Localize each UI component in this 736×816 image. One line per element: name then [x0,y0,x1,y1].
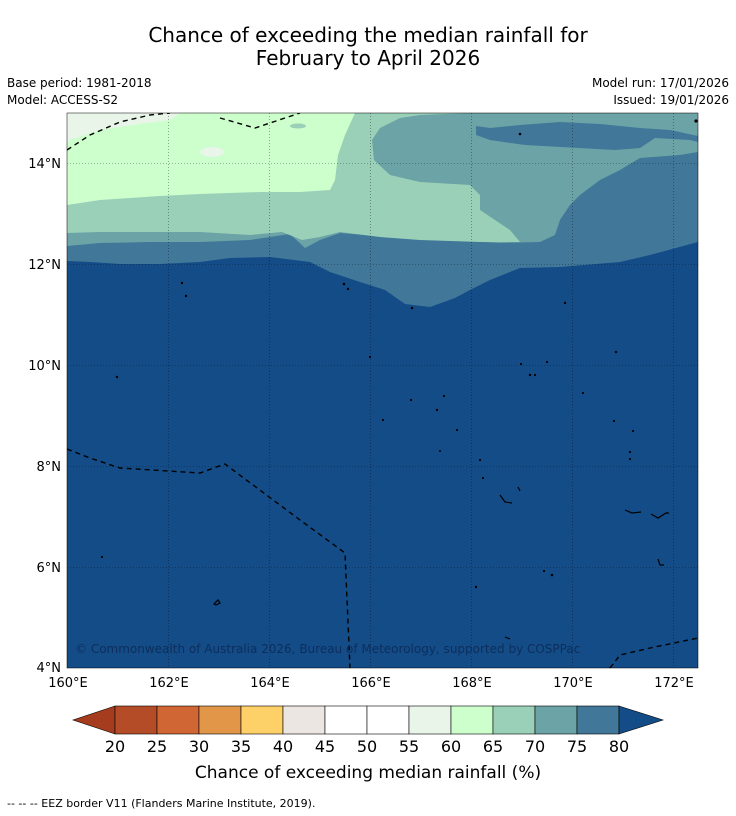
lon-axis-labels: 160°E 162°E 164°E 166°E 168°E 170°E 172°… [48,676,694,691]
atolls [212,486,669,640]
region-55-60 [67,113,180,142]
colorbar-tick-55: 55 [399,737,419,756]
colorbar-segment-75-80 [576,705,620,735]
copyright-text: © Commonwealth of Australia 2026, Bureau… [75,642,580,656]
issued-date: Issued: 19/01/2026 [613,93,729,107]
map-frame [66,112,699,669]
lat-label-6n: 6°N [37,561,62,576]
colorbar-segment-60-65 [450,705,494,735]
lon-label-164e: 164°E [250,676,290,691]
title-line-1: Chance of exceeding the median rainfall … [148,23,588,47]
lat-label-10n: 10°N [28,359,61,374]
colorbar-segment-65-70 [492,705,536,735]
colorbar-segment-20-25 [114,705,158,735]
lon-label-170e: 170°E [553,676,593,691]
model-name: Model: ACCESS-S2 [7,93,119,107]
lat-label-14n: 14°N [28,157,61,172]
colorbar-segment-50-55 [366,705,410,735]
colorbar-tick-50: 50 [357,737,377,756]
colorbar-segment-55-60 [408,705,452,735]
colorbar-segment-25-30 [156,705,200,735]
colorbar-tick-25: 25 [147,737,167,756]
rainfall-map: © Commonwealth of Australia 2026, Bureau… [28,112,699,783]
lat-label-12n: 12°N [28,258,61,273]
colorbar-segment-40-45 [282,705,326,735]
colorbar-max-extend [618,705,664,735]
islands [100,119,698,668]
colorbar-tick-60: 60 [441,737,461,756]
colorbar-segment-45-50 [324,705,368,735]
colorbar-tick-75: 75 [567,737,587,756]
eez-footnote: -- -- -- EEZ border V11 (Flanders Marine… [7,797,316,810]
colorbar-tick-20: 20 [105,737,125,756]
colorbar-tick-70: 70 [525,737,545,756]
colorbar-label: Chance of exceeding median rainfall (%) [195,763,541,783]
lat-axis-labels: 4°N 6°N 8°N 10°N 12°N 14°N [28,157,61,676]
lon-label-162e: 162°E [149,676,189,691]
lon-label-160e: 160°E [48,676,88,691]
colorbar-segment-35-40 [240,705,284,735]
eez-borders [67,113,698,668]
lon-label-172e: 172°E [654,676,694,691]
map-plot-area: © Commonwealth of Australia 2026, Bureau… [67,113,698,668]
colorbar-min-extend [72,705,116,735]
colorbar: 20 25 30 35 40 45 50 55 60 65 70 75 80 [72,705,664,756]
colorbar-tick-40: 40 [273,737,293,756]
title-line-2: February to April 2026 [255,46,481,70]
colorbar-tick-30: 30 [189,737,209,756]
region-60-65-patch [290,123,306,129]
colorbar-tick-65: 65 [483,737,503,756]
gridlines [67,113,698,668]
colorbar-tick-45: 45 [315,737,335,756]
lon-label-166e: 166°E [351,676,391,691]
lat-label-4n: 4°N [37,661,62,676]
colorbar-tick-35: 35 [231,737,251,756]
lat-label-8n: 8°N [37,460,62,475]
model-run: Model run: 17/01/2026 [591,76,729,90]
colorbar-tick-80: 80 [609,737,629,756]
base-period: Base period: 1981-2018 [7,76,152,90]
region-55-60-patch [200,147,224,157]
lon-label-168e: 168°E [452,676,492,691]
region-60-65 [67,113,355,205]
colorbar-segment-70-75 [534,705,578,735]
colorbar-segment-30-35 [198,705,242,735]
